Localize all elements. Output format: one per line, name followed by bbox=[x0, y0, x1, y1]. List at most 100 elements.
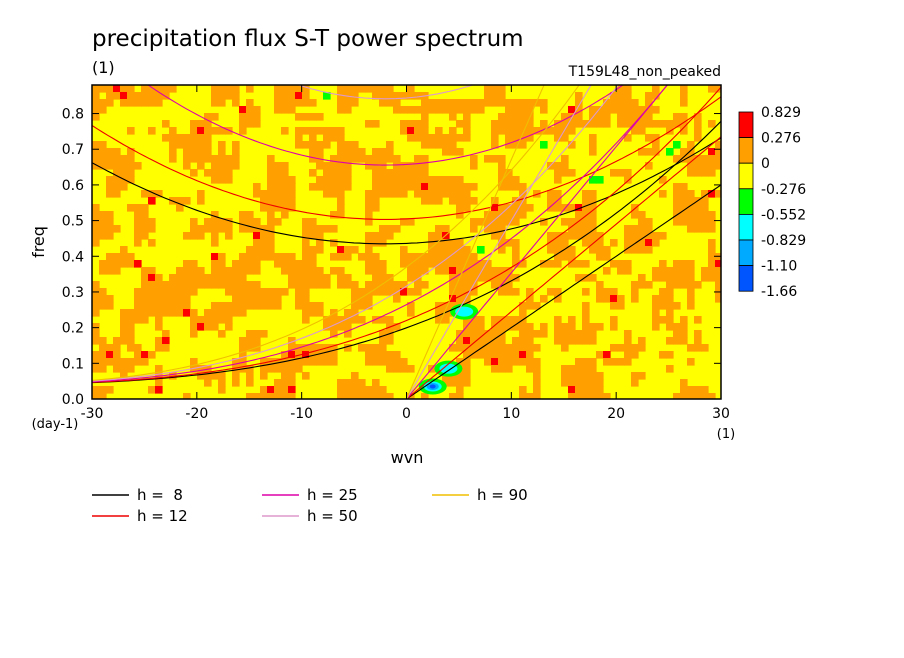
field-cell bbox=[540, 260, 548, 268]
field-cell bbox=[505, 267, 513, 275]
field-cell bbox=[253, 113, 261, 121]
field-cell bbox=[162, 281, 170, 289]
field-cell bbox=[498, 288, 506, 296]
field-cell bbox=[477, 106, 485, 114]
field-cell bbox=[316, 225, 324, 233]
field-cell bbox=[652, 141, 660, 149]
field-cell bbox=[631, 204, 639, 212]
field-cell bbox=[330, 176, 338, 184]
field-cell bbox=[225, 155, 233, 163]
field-cell bbox=[218, 330, 226, 338]
field-cell bbox=[568, 141, 576, 149]
field-cell bbox=[701, 386, 709, 394]
field-cell bbox=[309, 302, 317, 310]
x-axis-unit: (1) bbox=[717, 427, 735, 442]
field-cell bbox=[568, 330, 576, 338]
field-cell bbox=[330, 358, 338, 366]
field-cell bbox=[610, 169, 618, 177]
field-cell bbox=[281, 176, 289, 184]
field-cell bbox=[197, 365, 205, 373]
field-cell bbox=[442, 190, 450, 198]
field-cell bbox=[127, 162, 135, 170]
field-cell bbox=[435, 246, 443, 254]
field-cell bbox=[106, 155, 114, 163]
field-cell bbox=[659, 302, 667, 310]
field-cell bbox=[568, 120, 576, 128]
colorbar-swatch bbox=[738, 213, 754, 241]
field-cell bbox=[267, 155, 275, 163]
field-cell bbox=[673, 141, 681, 149]
field-cell bbox=[421, 281, 429, 289]
field-cell bbox=[267, 211, 275, 219]
field-cell bbox=[484, 274, 492, 282]
field-cell bbox=[141, 232, 149, 240]
field-cell bbox=[554, 316, 562, 324]
field-cell bbox=[428, 190, 436, 198]
field-cell bbox=[582, 288, 590, 296]
field-cell bbox=[225, 85, 233, 93]
field-cell bbox=[694, 225, 702, 233]
field-cell bbox=[302, 99, 310, 107]
field-cell bbox=[155, 365, 163, 373]
field-cell bbox=[498, 358, 506, 366]
field-cell bbox=[106, 218, 114, 226]
field-cell bbox=[316, 127, 324, 135]
field-cell bbox=[274, 162, 282, 170]
field-cell bbox=[596, 246, 604, 254]
field-cell bbox=[596, 295, 604, 303]
field-cell bbox=[309, 253, 317, 261]
field-cell bbox=[477, 260, 485, 268]
field-cell bbox=[645, 246, 653, 254]
field-cell bbox=[561, 113, 569, 121]
field-cell bbox=[141, 204, 149, 212]
field-cell bbox=[337, 127, 345, 135]
field-cell bbox=[575, 106, 583, 114]
field-cell bbox=[407, 309, 415, 317]
field-cell bbox=[575, 365, 583, 373]
field-cell bbox=[260, 330, 268, 338]
field-cell bbox=[589, 106, 597, 114]
field-cell bbox=[323, 190, 331, 198]
field-cell bbox=[197, 120, 205, 128]
field-cell bbox=[337, 211, 345, 219]
field-cell bbox=[533, 372, 541, 380]
field-cell bbox=[512, 274, 520, 282]
field-cell bbox=[211, 218, 219, 226]
field-cell bbox=[414, 183, 422, 191]
field-cell bbox=[211, 309, 219, 317]
field-cell bbox=[463, 260, 471, 268]
field-cell bbox=[694, 113, 702, 121]
colorbar-label: -0.276 bbox=[761, 182, 806, 198]
field-cell bbox=[281, 260, 289, 268]
field-cell bbox=[274, 85, 282, 93]
field-cell bbox=[589, 211, 597, 219]
field-cell bbox=[365, 246, 373, 254]
field-cell bbox=[379, 337, 387, 345]
field-cell bbox=[372, 344, 380, 352]
field-cell bbox=[484, 211, 492, 219]
y-axis: 0.00.10.20.30.40.50.60.70.8 bbox=[62, 107, 721, 408]
field-cell bbox=[519, 302, 527, 310]
field-cell bbox=[337, 169, 345, 177]
field-cell bbox=[190, 274, 198, 282]
field-cell bbox=[260, 239, 268, 247]
field-cell bbox=[463, 183, 471, 191]
field-cell bbox=[197, 372, 205, 380]
field-cell bbox=[421, 162, 429, 170]
field-cell bbox=[246, 106, 254, 114]
field-cell bbox=[575, 274, 583, 282]
field-cell bbox=[274, 99, 282, 107]
field-cell bbox=[337, 85, 345, 93]
field-cell bbox=[414, 274, 422, 282]
field-cell bbox=[197, 323, 205, 331]
field-cell bbox=[155, 99, 163, 107]
field-cell bbox=[624, 337, 632, 345]
field-cell bbox=[218, 85, 226, 93]
field-cell bbox=[456, 281, 464, 289]
field-cell bbox=[337, 141, 345, 149]
field-cell bbox=[512, 337, 520, 345]
field-cell bbox=[421, 141, 429, 149]
field-cell bbox=[337, 148, 345, 156]
field-cell bbox=[260, 386, 268, 394]
field-cell bbox=[561, 162, 569, 170]
